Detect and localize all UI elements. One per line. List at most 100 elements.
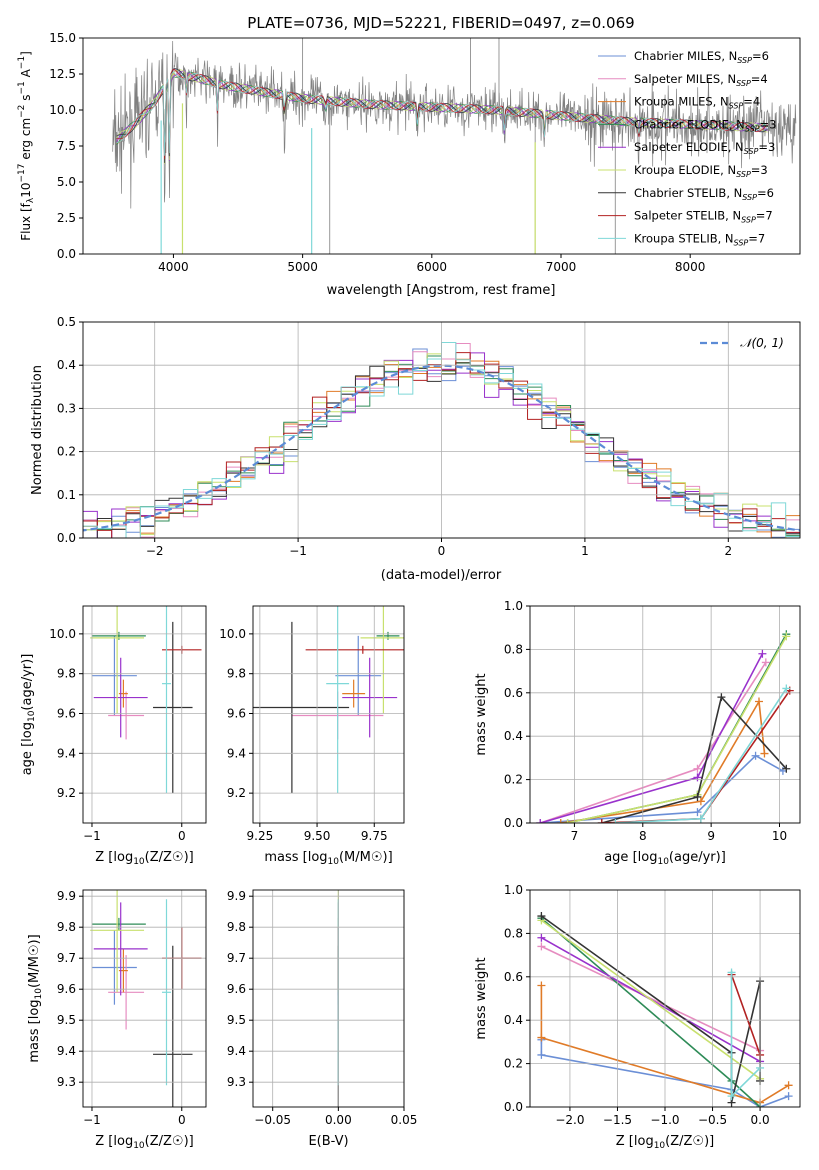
legend-label: Chabrier MILES, NSSP=6: [634, 49, 769, 65]
weight-line-chabrier-elodie: [540, 917, 761, 1107]
weight-marker: [727, 1092, 736, 1101]
weight-marker: [760, 749, 769, 758]
tick-label-y: 9.5: [57, 1013, 76, 1027]
tick-label-y: 9.7: [227, 951, 246, 965]
subscript: 10: [27, 710, 37, 722]
weight-marker: [611, 819, 620, 823]
tick-label-y: 9.9: [57, 889, 76, 903]
weight-marker: [537, 942, 546, 951]
label-tail: (Z/Z☉)]: [145, 850, 194, 865]
label-tail: =7: [756, 209, 773, 223]
subscript: SSP: [745, 124, 760, 133]
model-spectrum-chabrier-stelib: [116, 68, 768, 163]
weight-line-salpeter-miles: [541, 945, 761, 1052]
label-tail: =3: [758, 140, 775, 154]
tick-label-y: 9.6: [57, 982, 76, 996]
y-axis-label: mass weight: [474, 957, 489, 1039]
subscript: SSP: [741, 216, 756, 225]
tick-label-y: 1.0: [504, 883, 523, 897]
legend-label: Kroupa MILES, NSSP=4: [634, 95, 760, 111]
tick-label-y: 7.5: [57, 139, 76, 153]
axes-frame: [529, 889, 801, 1108]
mass-EBV-panel: −0.05 0.00 0.05 9.3 9.4 9.5 9.6 9.7 9.8 9.9 E(B-V): [227, 889, 417, 1149]
weight-marker: [537, 981, 546, 990]
label-tail: (age/yr)]: [20, 654, 35, 711]
label-tail: erg cm: [19, 118, 33, 164]
age-Z-panel: −1 0 9.2 9.4 9.6 9.8 10.0 Z [log10(Z/Z☉)] age [l…: [20, 605, 207, 867]
subscript: SSP: [734, 238, 749, 247]
subscript: 10: [133, 857, 145, 867]
tick-label-x: 0: [178, 829, 186, 843]
legend-label: 𝒩(0, 1): [740, 336, 784, 350]
label-tail: (M/M☉)]: [339, 850, 393, 865]
subscript: 10: [133, 1141, 145, 1151]
tick-label-x: −1: [83, 1113, 101, 1127]
weight-marker: [696, 814, 705, 823]
model-spectrum-salpeter-stelib: [116, 68, 768, 160]
tick-label-y: 9.2: [57, 786, 76, 800]
tick-label-y: 9.8: [57, 667, 76, 681]
label-tail: A: [19, 68, 33, 81]
tick-label-x: 9: [707, 829, 715, 843]
subscript: SSP: [736, 170, 751, 179]
tick-label-y: 1.0: [504, 599, 523, 613]
tick-label-x: 0: [178, 1113, 186, 1127]
axes-frame: [252, 889, 405, 1108]
weight-line-salpeter-stelib: [730, 974, 761, 1056]
tick-label-x: 4000: [158, 260, 189, 274]
tick-label-x: 10: [772, 829, 787, 843]
tick-label-y: 0.2: [57, 445, 76, 459]
weight-marker: [693, 764, 702, 773]
tick-label-x: −1.5: [603, 1113, 632, 1127]
tick-label-y: 0.1: [57, 488, 76, 502]
tick-label-y: 9.7: [57, 951, 76, 965]
tick-label-y: 0.4: [504, 729, 523, 743]
subscript: SSP: [736, 79, 751, 88]
tick-label-y: 9.6: [227, 707, 246, 721]
tick-label-y: 0.0: [57, 247, 76, 261]
subscript: −2: [17, 105, 27, 118]
axes-frame: [252, 605, 405, 824]
tick-label-x: 9.75: [361, 829, 388, 843]
tick-label-x: 7: [571, 829, 579, 843]
weight-marker: [727, 968, 736, 977]
x-axis-label: age [log10(age/yr)]: [604, 850, 726, 867]
subscript: 10: [654, 1141, 666, 1151]
weight-marker: [537, 1050, 546, 1059]
tick-label-y: 0.2: [504, 773, 523, 787]
spectrum-legend: Chabrier MILES, NSSP=6 Salpeter MILES, NS…: [598, 49, 776, 247]
x-axis-label: (data-model)/error: [381, 568, 502, 583]
subscript: SSP: [737, 56, 752, 65]
tick-label-y: 15.0: [49, 31, 76, 45]
subscript: 10: [34, 988, 44, 1000]
weight-marker: [782, 684, 791, 693]
tick-label-y: 10.0: [219, 627, 246, 641]
x-axis-label: Z [log10(Z/Z☉)]: [95, 850, 193, 867]
tick-label-x: −0.05: [254, 1113, 291, 1127]
weight-marker: [751, 751, 760, 760]
weight-marker: [782, 632, 791, 641]
tick-label-x: 5000: [287, 260, 318, 274]
label-tail: =6: [752, 49, 769, 63]
label-tail: (Z/Z☉)]: [665, 1134, 714, 1149]
axes-frame: [529, 605, 801, 824]
y-axis-label: age [log10(age/yr)]: [20, 654, 37, 776]
tick-label-y: 12.5: [49, 67, 76, 81]
weight-marker: [563, 819, 572, 823]
legend-label: Chabrier ELODIE, NSSP=3: [634, 117, 776, 133]
subscript: 10: [657, 857, 669, 867]
tick-label-x: −2.0: [555, 1113, 584, 1127]
label-tail: =7: [748, 231, 765, 245]
legend-label: Salpeter ELODIE, NSSP=3: [634, 140, 775, 156]
tick-label-y: 5.0: [57, 175, 76, 189]
plot-area: [253, 606, 404, 794]
weight-line-kroupa-elodie: [540, 919, 761, 1080]
tick-label-y: 0.4: [504, 1013, 523, 1027]
weight-Z-panel: −2.0 −1.5 −1.0 −0.5 0.0 0.0 0.2 0.4 0.6 0.8 1.0 Z […: [474, 883, 801, 1151]
subscript: −17: [17, 164, 27, 183]
weight-marker: [537, 1033, 546, 1042]
x-axis-label: wavelength [Angstrom, rest frame]: [327, 283, 556, 298]
tick-label-x: 9.50: [304, 829, 331, 843]
tick-label-x: 0.00: [325, 1113, 352, 1127]
tick-label-y: 9.6: [227, 982, 246, 996]
